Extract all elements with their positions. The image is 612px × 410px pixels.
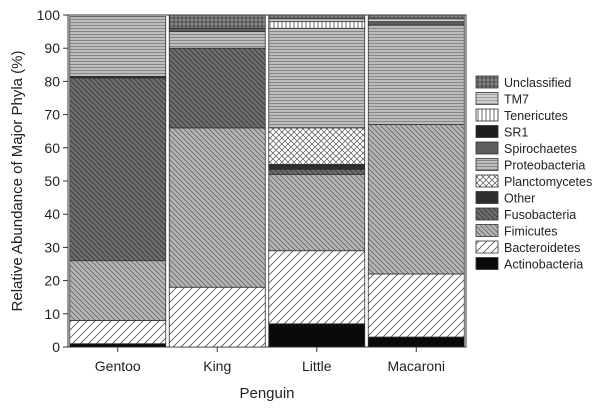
legend-swatch-actinobacteria bbox=[475, 257, 499, 270]
bar-segment-bacteroidetes-macaroni bbox=[367, 273, 465, 338]
bar-segment-actinobacteria-gentoo bbox=[69, 343, 167, 348]
legend-swatch-fusobacteria bbox=[475, 207, 499, 221]
legend-label-tm7: TM7 bbox=[504, 93, 529, 107]
legend-label-proteobacteria: Proteobacteria bbox=[504, 159, 585, 173]
bar-segment-actinobacteria-macaroni bbox=[367, 336, 465, 348]
bar-segment-planctomycetes-little bbox=[268, 127, 366, 165]
legend-label-spirochaetes: Spirochaetes bbox=[504, 142, 577, 156]
bar-segment-other-little bbox=[268, 163, 366, 170]
legend-label-planctomycetes: Planctomycetes bbox=[504, 175, 592, 189]
y-axis-label: Relative Abundance of Major Phyla (%) bbox=[9, 51, 26, 312]
bar-segment-tm7-macaroni bbox=[367, 17, 465, 23]
x-tick-label: Macaroni bbox=[387, 358, 445, 374]
legend-swatch-proteobacteria bbox=[475, 158, 499, 171]
legend-label-sr1: SR1 bbox=[504, 126, 528, 140]
y-tick-label: 40 bbox=[44, 206, 60, 222]
bar-segment-spirochaetes-king bbox=[168, 27, 266, 33]
y-tick-label: 100 bbox=[37, 7, 61, 23]
x-axis-label: Penguin bbox=[239, 385, 294, 402]
legend-swatch-spirochaetes bbox=[475, 141, 499, 155]
y-tick-label: 50 bbox=[44, 173, 60, 189]
bar-segment-proteobacteria-macaroni bbox=[367, 24, 465, 125]
x-tick-label: Gentoo bbox=[95, 358, 141, 374]
y-tick-label: 10 bbox=[44, 306, 60, 322]
bar-segment-actinobacteria-little bbox=[268, 323, 366, 348]
y-tick-label: 30 bbox=[44, 239, 60, 255]
legend-swatch-tm7 bbox=[475, 92, 499, 105]
legend-swatch-bacteroidetes bbox=[475, 240, 499, 254]
legend-label-tenericutes: Tenericutes bbox=[504, 109, 568, 123]
bar-segment-spirochaetes-macaroni bbox=[367, 21, 465, 26]
y-tick-label: 90 bbox=[44, 40, 60, 56]
legend-label-actinobacteria: Actinobacteria bbox=[504, 258, 583, 272]
bar-segment-fusobacteria-little bbox=[268, 168, 366, 175]
legend-label-bacteroidetes: Bacteroidetes bbox=[504, 241, 580, 255]
x-tick-label: Little bbox=[302, 358, 332, 374]
bar-segment-unclassified-king bbox=[168, 14, 266, 29]
x-tick-label: King bbox=[203, 358, 231, 374]
bar-segment-tm7-little bbox=[268, 17, 366, 23]
legend-swatch-planctomycetes bbox=[475, 174, 499, 188]
bar-segment-unclassified-little bbox=[268, 14, 366, 19]
bar-segment-fimicutes-little bbox=[268, 173, 366, 252]
legend-swatch-unclassified bbox=[475, 75, 499, 89]
bar-segment-tenericutes-little bbox=[268, 21, 366, 29]
legend-label-other: Other bbox=[504, 192, 535, 206]
bar-segment-unclassified-macaroni bbox=[367, 14, 465, 19]
bar-segment-fimicutes-gentoo bbox=[69, 260, 167, 321]
legend-label-fimicutes: Fimicutes bbox=[504, 225, 557, 239]
bar-segment-proteobacteria-king bbox=[168, 31, 266, 49]
bar-segment-fimicutes-king bbox=[168, 127, 266, 288]
legend-label-fusobacteria: Fusobacteria bbox=[504, 208, 576, 222]
bar-segment-bacteroidetes-little bbox=[268, 250, 366, 325]
legend-swatch-other bbox=[475, 191, 499, 204]
y-tick-label: 80 bbox=[44, 73, 60, 89]
legend-swatch-fimicutes bbox=[475, 224, 499, 237]
bar-segment-proteobacteria-gentoo bbox=[69, 16, 167, 77]
bar-segment-fimicutes-macaroni bbox=[367, 124, 465, 275]
y-tick-label: 20 bbox=[44, 273, 60, 289]
bar-segment-proteobacteria-little bbox=[268, 27, 366, 129]
legend-swatch-tenericutes bbox=[475, 108, 499, 122]
y-tick-label: 0 bbox=[52, 339, 60, 355]
legend-label-unclassified: Unclassified bbox=[504, 76, 571, 90]
bar-segment-bacteroidetes-king bbox=[168, 286, 266, 348]
bar-segment-bacteroidetes-gentoo bbox=[69, 320, 167, 345]
bar-segment-fusobacteria-gentoo bbox=[69, 77, 167, 262]
y-tick-label: 60 bbox=[44, 140, 60, 156]
bar-segment-fusobacteria-king bbox=[168, 47, 266, 129]
legend-swatch-sr1 bbox=[475, 125, 499, 138]
y-tick-label: 70 bbox=[44, 107, 60, 123]
